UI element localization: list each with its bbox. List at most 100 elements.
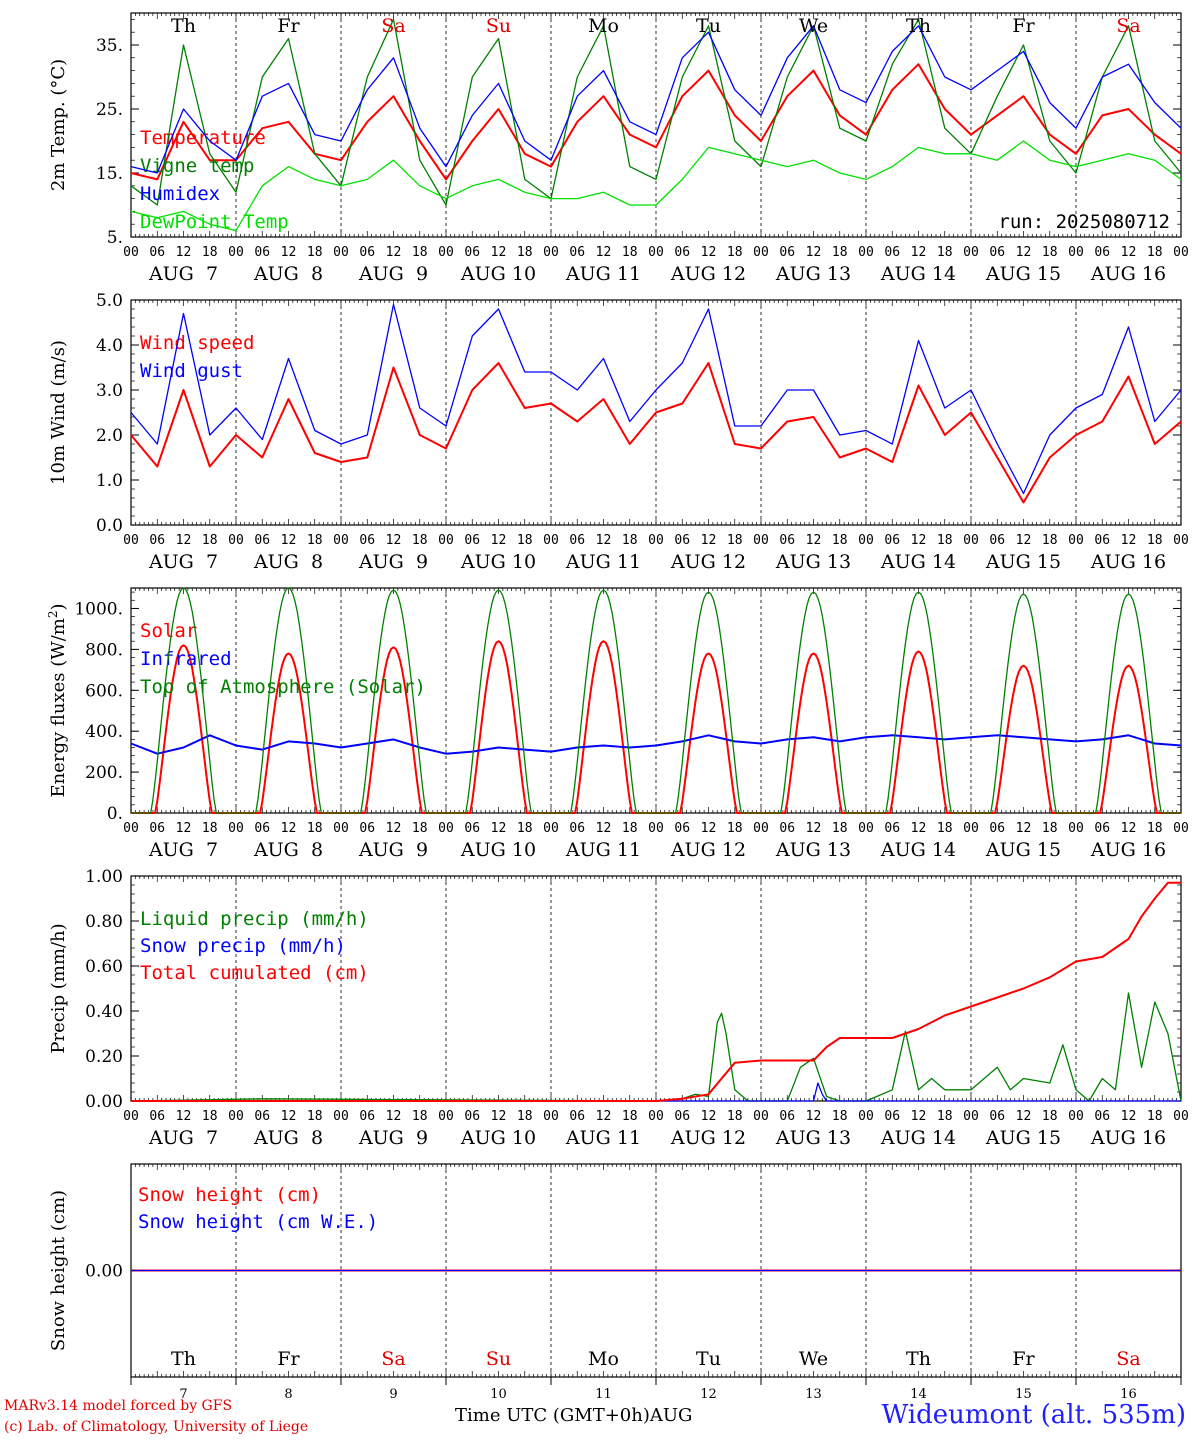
date-label: AUG 15 — [985, 839, 1061, 861]
y-tick-label: 3.0 — [96, 381, 123, 401]
y-tick-label: 35. — [96, 36, 123, 56]
y-tick-label: 1.00 — [85, 867, 123, 887]
hour-tick-label: 12 — [806, 533, 822, 548]
panel-wind: 0.0 1.0 2.0 3.0 4.0 5.0 10m Wind (m/s) 00 06 12 18… — [48, 291, 1189, 573]
copyright-credit: (c) Lab. of Climatology, University of L… — [4, 1419, 309, 1435]
hour-tick-label: 00 — [648, 1109, 664, 1124]
legend-entry: Snow precip (mm/h) — [140, 935, 346, 957]
hour-tick-label: 00 — [1173, 821, 1189, 836]
hour-tick-label: 12 — [176, 245, 192, 260]
hour-tick-label: 00 — [438, 533, 454, 548]
series-line-infrared — [130, 734, 1182, 755]
hour-tick-label: 00 — [543, 533, 559, 548]
hour-tick-label: 00 — [648, 533, 664, 548]
y-tick-label: 0.00 — [85, 1262, 123, 1282]
hour-tick-label: 18 — [202, 245, 218, 260]
y-tick-label: 600. — [85, 681, 123, 701]
hour-tick-label: 06 — [359, 533, 375, 548]
hour-tick-label: 12 — [701, 245, 717, 260]
date-label: AUG 7 — [148, 839, 218, 861]
hour-tick-label: 12 — [911, 245, 927, 260]
date-number-label: 11 — [595, 1387, 612, 1402]
hour-tick-label: 06 — [674, 821, 690, 836]
hour-tick-label: 00 — [858, 533, 874, 548]
hour-tick-label: 06 — [359, 245, 375, 260]
y-axis-label: 10m Wind (m/s) — [48, 340, 69, 485]
date-label: AUG 14 — [880, 263, 956, 285]
date-label: AUG 7 — [148, 263, 218, 285]
hour-tick-label: 12 — [911, 533, 927, 548]
hour-tick-label: 12 — [176, 533, 192, 548]
hour-tick-label: 18 — [1042, 245, 1058, 260]
y-tick-label: 0.0 — [96, 516, 123, 536]
hour-tick-label: 18 — [832, 245, 848, 260]
hour-tick-label: 00 — [1173, 245, 1189, 260]
hour-tick-label: 18 — [517, 245, 533, 260]
date-number-label: 13 — [805, 1387, 822, 1402]
series-line-liquid-precip-mm-h- — [130, 992, 1182, 1102]
date-label: AUG 9 — [358, 263, 428, 285]
hour-tick-label: 06 — [1094, 245, 1110, 260]
hour-tick-label: 18 — [727, 245, 743, 260]
hour-tick-label: 18 — [1042, 821, 1058, 836]
hour-tick-label: 00 — [228, 533, 244, 548]
hour-tick-label: 06 — [1094, 533, 1110, 548]
hour-tick-label: 12 — [806, 1109, 822, 1124]
y-tick-label: 0.40 — [85, 1002, 123, 1022]
hour-tick-label: 18 — [727, 533, 743, 548]
date-label: AUG 8 — [253, 551, 323, 573]
hour-tick-label: 18 — [1147, 245, 1163, 260]
hour-tick-label: 18 — [937, 245, 953, 260]
series-line-wind-speed — [130, 362, 1182, 504]
date-label: AUG 13 — [775, 551, 851, 573]
hour-tick-label: 06 — [569, 1109, 585, 1124]
hour-tick-label: 00 — [1068, 245, 1084, 260]
dow-label-top: Su — [486, 15, 511, 37]
series-line-wind-gust — [130, 303, 1182, 495]
date-label: AUG 16 — [1090, 551, 1166, 573]
hour-tick-label: 12 — [1121, 1109, 1137, 1124]
y-axis-label: Precip (mm/h) — [48, 923, 69, 1053]
hour-tick-label: 06 — [1094, 1109, 1110, 1124]
y-tick-label: 0.60 — [85, 957, 123, 977]
hour-tick-label: 18 — [517, 533, 533, 548]
legend-entry: Liquid precip (mm/h) — [140, 908, 369, 930]
series-line-top-of-atmosphere-solar- — [131, 587, 1181, 814]
hour-tick-label: 18 — [307, 1109, 323, 1124]
hour-tick-label: 18 — [937, 821, 953, 836]
x-axis-month: AUG — [649, 1405, 693, 1426]
date-label: AUG 12 — [670, 551, 746, 573]
hour-tick-label: 00 — [1068, 1109, 1084, 1124]
y-tick-label: 2.0 — [96, 426, 123, 446]
hour-tick-label: 06 — [779, 821, 795, 836]
hour-tick-label: 00 — [543, 1109, 559, 1124]
y-tick-label: 200. — [85, 763, 123, 783]
hour-tick-label: 12 — [701, 821, 717, 836]
hour-tick-label: 12 — [911, 1109, 927, 1124]
hour-tick-label: 12 — [1016, 821, 1032, 836]
dow-label-bottom: Sa — [381, 1348, 405, 1370]
legend-entry: Top of Atmosphere (Solar) — [140, 676, 426, 698]
y-tick-label: 15. — [96, 164, 123, 184]
hour-tick-label: 06 — [464, 245, 480, 260]
hour-tick-label: 00 — [333, 821, 349, 836]
date-label: AUG 8 — [253, 263, 323, 285]
hour-tick-label: 12 — [386, 821, 402, 836]
run-label: run: 2025080712 — [998, 211, 1170, 233]
dow-label-bottom: Fr — [277, 1348, 300, 1370]
dow-label-bottom: Su — [486, 1348, 511, 1370]
date-label: AUG 11 — [565, 551, 641, 573]
hour-tick-label: 12 — [491, 1109, 507, 1124]
hour-tick-label: 18 — [832, 1109, 848, 1124]
dow-label-bottom: Tu — [696, 1348, 721, 1370]
hour-tick-label: 00 — [123, 245, 139, 260]
hour-tick-label: 00 — [648, 821, 664, 836]
hour-tick-label: 18 — [727, 1109, 743, 1124]
hour-tick-label: 06 — [464, 821, 480, 836]
hour-tick-label: 12 — [806, 821, 822, 836]
hour-tick-label: 12 — [1016, 1109, 1032, 1124]
station-name: Wideumont (alt. 535m) — [881, 1400, 1186, 1430]
hour-tick-label: 18 — [1147, 533, 1163, 548]
hour-tick-label: 18 — [517, 821, 533, 836]
date-number-label: 7 — [179, 1387, 187, 1402]
